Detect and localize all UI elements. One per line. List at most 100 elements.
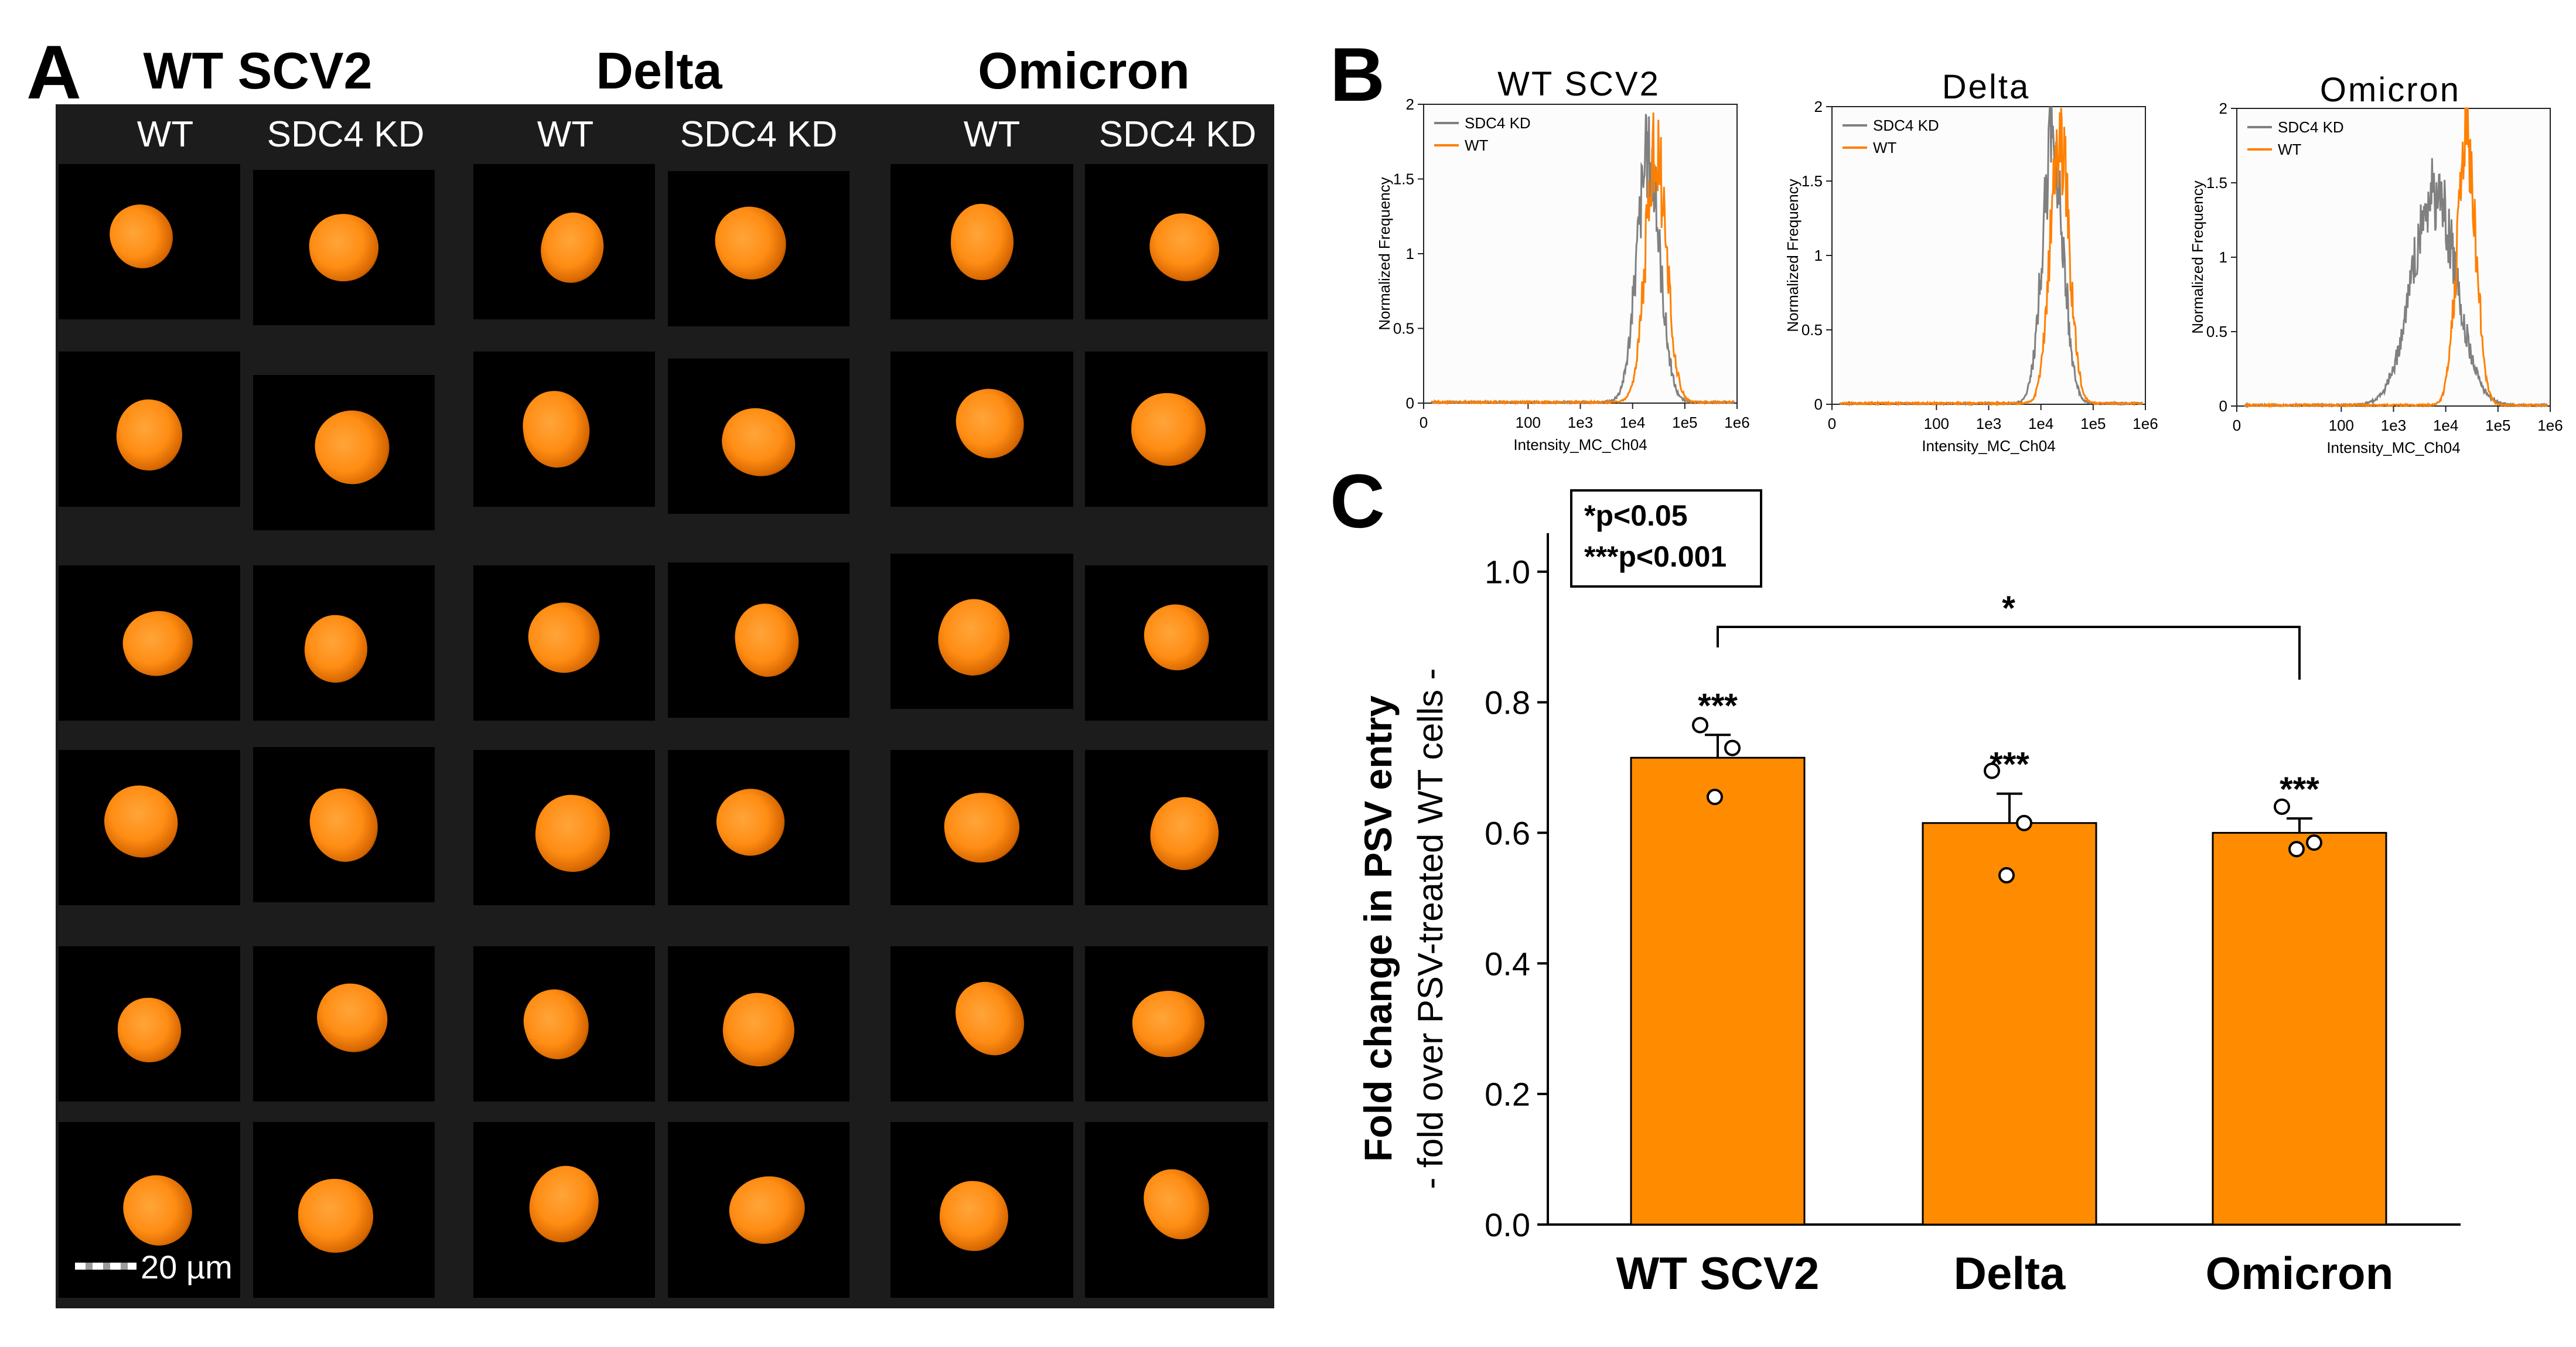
panel-c-letter: C bbox=[1330, 458, 1385, 544]
cell-image bbox=[296, 1177, 375, 1254]
cell-tile bbox=[668, 750, 849, 905]
hist-title-omicron: Omicron bbox=[2319, 71, 2461, 109]
data-point-omicron bbox=[2306, 834, 2322, 851]
cell-tile bbox=[890, 554, 1073, 709]
cell-image bbox=[1131, 1157, 1222, 1251]
cell-tile bbox=[1085, 946, 1268, 1102]
data-point-wt-scv2 bbox=[1724, 739, 1741, 756]
hist-series-wt bbox=[2244, 107, 2548, 409]
category-label-delta: Delta bbox=[1954, 1247, 2066, 1299]
hist-title-delta: Delta bbox=[1942, 68, 2031, 106]
cell-image bbox=[300, 611, 371, 687]
hist-ytick-label: 0.5 bbox=[2206, 323, 2227, 340]
cell-image bbox=[117, 996, 182, 1063]
cell-image bbox=[516, 589, 612, 686]
hist-xtick-label: 1e3 bbox=[2381, 417, 2406, 434]
col-header-kd-1: SDC4 KD bbox=[267, 114, 425, 155]
bracket-significance: * bbox=[2002, 589, 2015, 628]
data-point-omicron bbox=[2274, 798, 2290, 815]
significance-delta: *** bbox=[1990, 746, 2029, 784]
significance-legend: *p<0.05 ***p<0.001 bbox=[1570, 489, 1762, 588]
cell-tile bbox=[668, 1122, 849, 1298]
category-label-omicron: Omicron bbox=[2206, 1247, 2394, 1299]
cell-tile bbox=[890, 946, 1073, 1102]
col-header-kd-3: SDC4 KD bbox=[1098, 114, 1257, 155]
panel-a-title-delta: Delta bbox=[596, 42, 722, 100]
hist-series-wt bbox=[1839, 108, 2144, 407]
hist-ytick-label: 1 bbox=[2219, 248, 2227, 266]
cell-image bbox=[94, 775, 189, 868]
cell-tile bbox=[473, 1122, 655, 1298]
hist-legend-label-wt: WT bbox=[1465, 137, 1489, 154]
hist-ylabel: Normalized Frequency bbox=[1376, 177, 1393, 330]
hist-ytick-label: 0.5 bbox=[1393, 320, 1414, 337]
cell-tile bbox=[890, 750, 1073, 905]
bar-ytick-label: 0.0 bbox=[1485, 1206, 1530, 1243]
hist-xtick-label: 1e4 bbox=[2433, 417, 2458, 434]
hist-ytick-label: 0.5 bbox=[1802, 321, 1823, 339]
sig-legend-line-1: *p<0.05 bbox=[1584, 499, 1688, 532]
bar-delta bbox=[1922, 822, 2097, 1226]
cell-tile bbox=[253, 946, 435, 1102]
cell-image bbox=[731, 599, 803, 681]
col-header-wt-1: WT bbox=[137, 114, 194, 155]
bar-ytick-label: 1.0 bbox=[1485, 554, 1530, 591]
bar-omicron bbox=[2212, 831, 2387, 1226]
bar-ytick-label: 0.8 bbox=[1485, 684, 1530, 721]
cell-tile bbox=[473, 750, 655, 905]
cell-image bbox=[306, 974, 398, 1062]
hist-legend-label-wt: WT bbox=[1873, 139, 1897, 156]
cell-image bbox=[1142, 789, 1227, 878]
cell-tile bbox=[59, 565, 240, 721]
hist-xlabel: Intensity_MC_Ch04 bbox=[2326, 439, 2460, 456]
hist-xtick-label: 1e6 bbox=[2133, 415, 2158, 432]
bar-ytick-label: 0.2 bbox=[1485, 1076, 1530, 1113]
cell-tile bbox=[59, 352, 240, 507]
data-point-delta bbox=[2016, 814, 2032, 831]
cell-tile bbox=[253, 375, 435, 530]
cell-image bbox=[301, 780, 387, 869]
cell-image bbox=[721, 1167, 813, 1253]
cell-image bbox=[530, 790, 615, 877]
cell-image bbox=[1134, 595, 1219, 680]
cell-image bbox=[935, 1177, 1012, 1255]
cell-tile bbox=[1085, 750, 1268, 905]
cell-tile bbox=[473, 164, 655, 319]
hist-xtick-label: 0 bbox=[1420, 414, 1428, 431]
panel-a-letter: A bbox=[26, 29, 81, 115]
cell-image bbox=[943, 969, 1038, 1068]
cell-image bbox=[115, 602, 200, 684]
cell-tile bbox=[253, 565, 435, 721]
hist-xtick-label: 1e4 bbox=[2028, 415, 2053, 432]
category-label-wt-scv2: WT SCV2 bbox=[1616, 1247, 1820, 1299]
bar-ytick-label: 0.6 bbox=[1485, 814, 1530, 851]
hist-xtick-label: 1e6 bbox=[2537, 417, 2563, 434]
cell-image bbox=[1128, 986, 1208, 1062]
hist-xtick-label: 1e6 bbox=[1724, 414, 1749, 431]
cell-image bbox=[718, 989, 799, 1070]
col-header-wt-3: WT bbox=[963, 114, 1021, 155]
sig-legend-line-2: ***p<0.001 bbox=[1584, 540, 1727, 573]
cell-tile bbox=[59, 164, 240, 319]
hist-ytick-label: 0 bbox=[2219, 397, 2227, 415]
cell-tile bbox=[1085, 164, 1268, 319]
hist-frame-delta bbox=[1831, 106, 2146, 405]
bar-ylabel: Fold change in PSV entry bbox=[1356, 695, 1400, 1162]
bar-chart: 0.0 0.2 0.4 0.6 0.8 1.0 Fold change in PSV ent… bbox=[1356, 533, 2461, 1299]
hist-ytick-label: 1.5 bbox=[1802, 172, 1823, 190]
bar-wt-scv2 bbox=[1630, 756, 1806, 1226]
cell-image bbox=[940, 788, 1023, 867]
hist-ytick-label: 2 bbox=[2219, 100, 2227, 117]
hist-xtick-label: 0 bbox=[2233, 417, 2241, 434]
significance-wt-scv2: *** bbox=[1698, 687, 1738, 725]
cell-tile bbox=[59, 946, 240, 1102]
hist-ytick-label: 2 bbox=[1406, 96, 1414, 113]
hist-xtick-label: 0 bbox=[1828, 415, 1836, 432]
cell-tile bbox=[668, 359, 849, 514]
hist-xtick-label: 100 bbox=[1924, 415, 1949, 432]
cell-tile bbox=[473, 565, 655, 721]
hist-xtick-label: 1e3 bbox=[1976, 415, 2001, 432]
hist-xlabel: Intensity_MC_Ch04 bbox=[1922, 437, 2055, 455]
cell-image bbox=[929, 591, 1019, 684]
cell-tile bbox=[890, 1122, 1073, 1298]
